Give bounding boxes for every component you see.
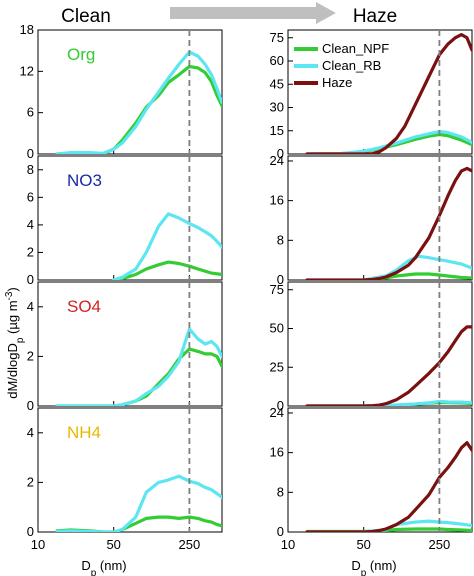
species-label-org: Org [67,45,95,64]
panel-haze-nh4: 0 8 16 24 10 50 250 [270,405,473,552]
y-tick-label: 15 [270,123,284,138]
panel-haze-so4: 0 25 50 75 [270,281,473,413]
y-tick-label: 4 [27,425,34,440]
header: Clean Haze [61,2,397,27]
panel-frame [37,29,223,155]
series-line-clean-rb [55,50,222,154]
y-tick-label: 0 [277,272,284,287]
y-tick-label: 2 [27,244,34,259]
y-tick-label: 0 [277,524,284,539]
y-axis-label-sub: p [15,337,26,343]
legend-label-clean-rb: Clean_RB [322,58,381,73]
species-label-no3: NO3 [67,171,102,190]
y-axis-label-sup: -3 [4,291,15,300]
y-tick-label: 50 [270,321,284,336]
series-line-clean-npf [55,347,222,406]
y-tick-label: 0 [27,146,34,161]
series-line-haze [305,166,472,280]
x-tick-label: 10 [31,537,45,552]
series-line-clean-rb [55,327,222,406]
panel-frame [287,281,473,407]
y-axis-label-main: dM/dlogD [5,343,20,399]
x-tick-label: 250 [429,537,451,552]
y-tick-label: 18 [20,22,34,37]
panel-frame [287,29,473,155]
x-tick-label: 50 [106,537,120,552]
y-tick-label: 30 [270,100,284,115]
series-line-clean-rb [55,474,222,532]
y-tick-label: 8 [277,484,284,499]
panel-haze-org: 0 15 30 45 60 75 [270,29,473,161]
legend-label-haze: Haze [322,75,352,90]
panel-clean-no3: 0 2 4 6 8 NO3 [27,155,223,287]
y-tick-label: 6 [27,105,34,120]
y-tick-label: 75 [270,30,284,45]
series-line-haze [305,441,472,532]
header-clean: Clean [61,6,111,27]
x-axis-label-right-sub: p [361,568,367,576]
panel-frame [37,281,223,407]
y-tick-label: 0 [27,524,34,539]
series-line-clean-rb [305,129,472,154]
y-tick-label: 0 [277,398,284,413]
x-axis-label-right-main: D [351,558,360,573]
series-line-clean-rb [112,212,222,280]
x-axis-label-left-main: D [81,558,90,573]
panel-frame [37,407,223,533]
x-axis-label-left-unit: (nm) [96,558,126,573]
series-line-clean-rb [362,254,472,280]
y-tick-label: 8 [27,162,34,177]
x-axis-label-right: Dp (nm) [351,558,396,576]
y-axis-label-close: ) [5,287,20,291]
y-tick-label: 24 [270,153,284,168]
header-haze: Haze [353,6,397,27]
y-tick-label: 4 [27,217,34,232]
species-label-so4: SO4 [67,297,101,316]
y-tick-label: 0 [277,146,284,161]
y-tick-label: 12 [20,63,34,78]
panel-frame [37,155,223,281]
x-axis-label-right-unit: (nm) [366,558,396,573]
y-tick-label: 6 [27,189,34,204]
y-tick-label: 60 [270,53,284,68]
y-tick-label: 2 [27,474,34,489]
x-tick-label: 50 [356,537,370,552]
x-tick-label: 250 [179,537,201,552]
y-tick-label: 4 [27,299,34,314]
series-line-clean-npf [362,272,472,280]
y-tick-label: 2 [27,348,34,363]
series-line-clean-npf [112,260,222,280]
series-line-clean-npf [55,64,222,154]
x-axis-label-left: Dp (nm) [81,558,126,576]
panel-haze-no3: 0 8 16 24 [270,153,473,287]
series-line-haze [305,32,472,154]
y-tick-label: 45 [270,76,284,91]
y-tick-label: 25 [270,359,284,374]
legend: Clean_NPF Clean_RB Haze [294,41,389,90]
y-tick-label: 24 [270,405,284,420]
y-tick-label: 8 [277,232,284,247]
y-tick-label: 75 [270,282,284,297]
y-tick-label: 0 [27,272,34,287]
x-tick-label: 10 [281,537,295,552]
species-label-nh4: NH4 [67,423,101,442]
y-tick-label: 0 [27,398,34,413]
y-tick-label: 16 [270,193,284,208]
panel-clean-so4: 0 2 4 SO4 [27,281,223,413]
x-axis-label-left-sub: p [91,568,97,576]
y-axis-label: dM/dlogDp (µg m-3) [4,287,26,399]
panel-clean-org: 0 6 12 18 Org [20,22,223,161]
header-arrow-icon [170,2,336,24]
legend-label-clean-npf: Clean_NPF [322,41,389,56]
y-axis-label-unit: (µg m [5,300,20,337]
series-line-haze [305,325,472,406]
panel-clean-nh4: 0 2 4 10 50 250 NH4 [27,407,223,552]
y-tick-label: 16 [270,445,284,460]
